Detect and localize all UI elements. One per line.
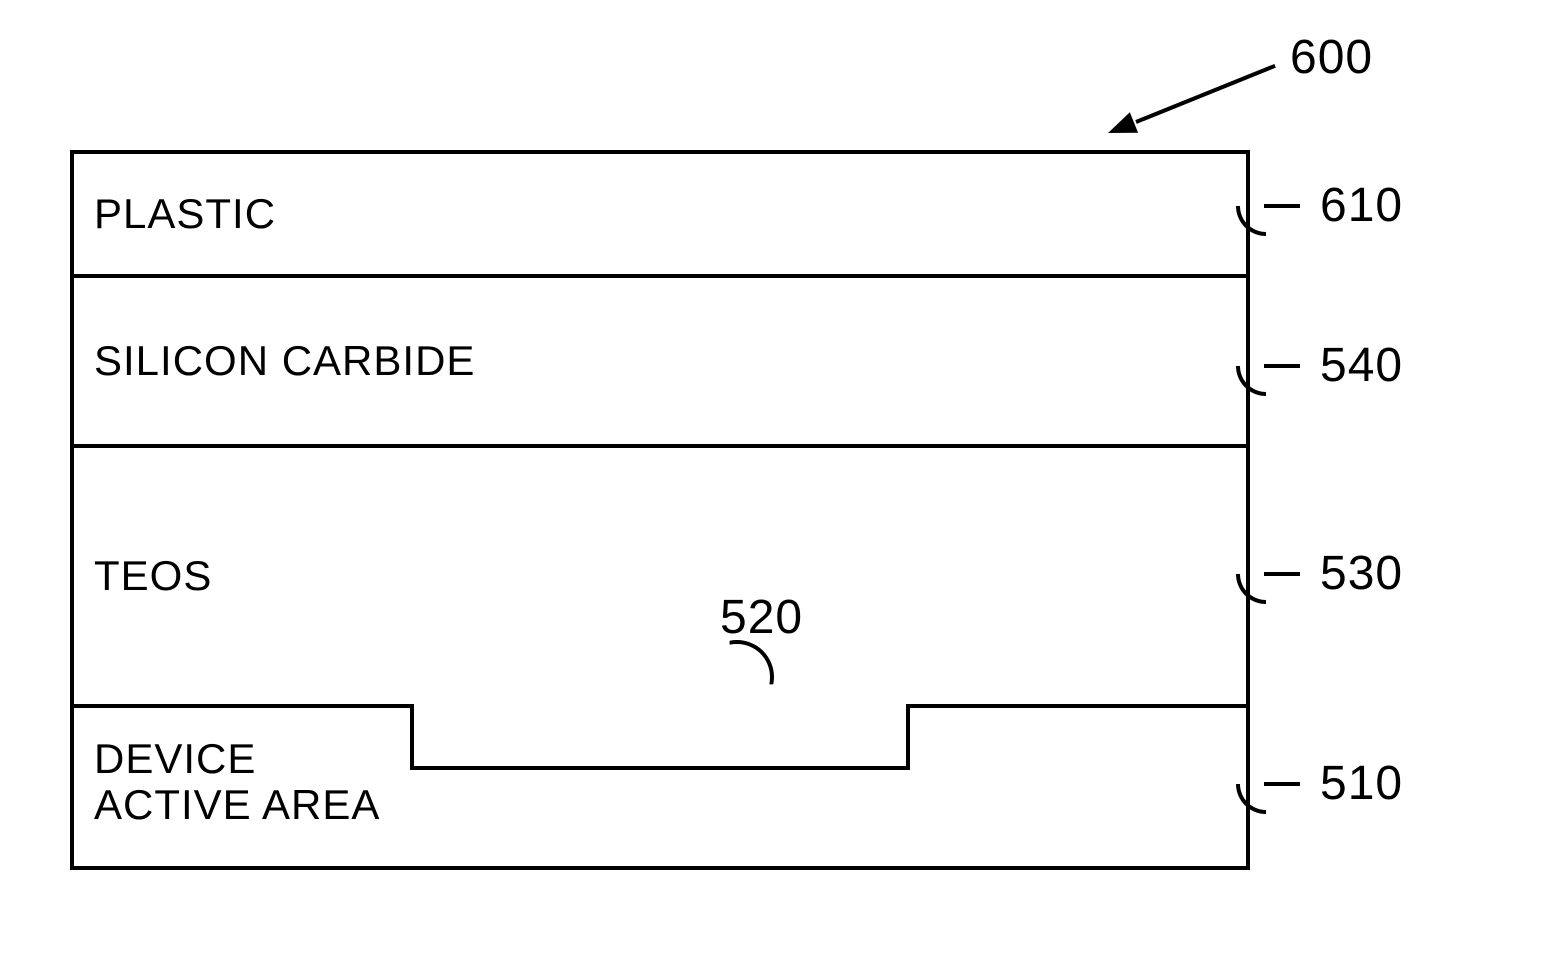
ref-530: 530 [1320, 546, 1403, 601]
diagram-canvas: 600 PLASTIC 610 SILICON CARBIDE 540 TEOS… [0, 0, 1544, 954]
leader-h-540 [1264, 364, 1300, 368]
inset-520-box [410, 704, 910, 770]
ref-540: 540 [1320, 338, 1403, 393]
layer-teos-label: TEOS [74, 553, 212, 599]
layer-plastic-label: PLASTIC [74, 191, 276, 237]
ref-510: 510 [1320, 756, 1403, 811]
figure-ref-arrow [1108, 58, 1284, 146]
layer-teos: TEOS [70, 444, 1250, 708]
ref-520: 520 [720, 590, 803, 645]
ref-610: 610 [1320, 178, 1403, 233]
leader-h-610 [1264, 204, 1300, 208]
layer-sic-label: SILICON CARBIDE [74, 338, 475, 384]
leader-h-510 [1264, 782, 1300, 786]
layer-sic: SILICON CARBIDE [70, 274, 1250, 448]
figure-ref-600: 600 [1290, 30, 1373, 85]
leader-h-530 [1264, 572, 1300, 576]
layer-plastic: PLASTIC [70, 150, 1250, 278]
layer-device-label: DEVICE ACTIVE AREA [74, 708, 380, 828]
